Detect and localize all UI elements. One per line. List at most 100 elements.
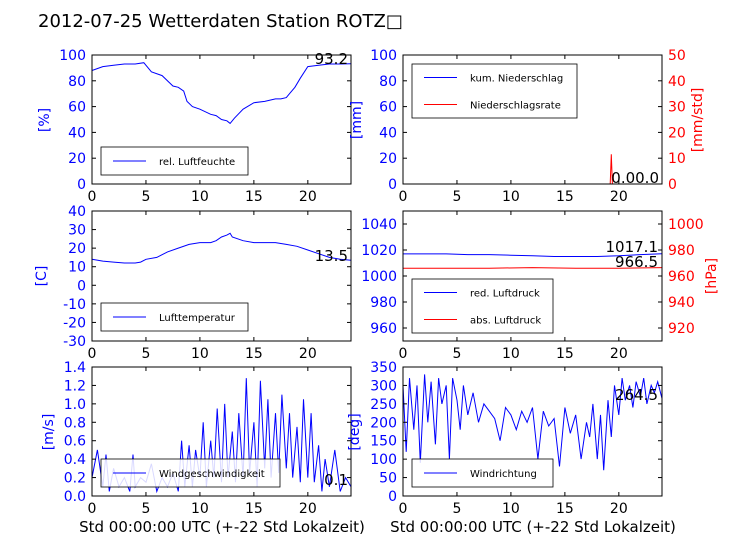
humidity-y-tick-label: 80 bbox=[68, 74, 86, 90]
wind_speed-y-tick-label: 1.4 bbox=[64, 360, 86, 376]
temperature-y-tick-label: -30 bbox=[63, 334, 86, 350]
humidity-x-tick-label: 10 bbox=[191, 189, 209, 205]
precipitation-y-tick-label: 0 bbox=[388, 177, 397, 193]
temperature-x-tick-label: 5 bbox=[141, 346, 150, 362]
precipitation-legend-label-0: kum. Niederschlag bbox=[470, 74, 563, 85]
humidity-y-tick-label: 20 bbox=[68, 151, 86, 167]
wind_speed-plot-frame bbox=[91, 366, 352, 497]
humidity-legend-label-0: rel. Luftfeuchte bbox=[159, 157, 235, 168]
temperature-plot-frame bbox=[91, 210, 352, 342]
wind_direction-y-tick-label: 200 bbox=[370, 415, 397, 431]
pressure-x-tick-label: 20 bbox=[610, 346, 628, 362]
wind_speed-x-tick-label: 20 bbox=[299, 501, 317, 517]
pressure-y2-tick-label: 980 bbox=[668, 243, 695, 259]
precipitation-y-tick-label: 40 bbox=[379, 125, 397, 141]
precipitation-y-tick-label: 60 bbox=[379, 100, 397, 116]
wind_speed-y-tick-label: 0.0 bbox=[64, 489, 86, 505]
precipitation-last-value-label: 0.00.0 bbox=[611, 169, 659, 187]
wind_direction-x-tick-label: 15 bbox=[556, 501, 574, 517]
pressure-y2-axis-label: [hPa] bbox=[704, 258, 720, 294]
wind_speed-y-tick-label: 1.2 bbox=[64, 378, 86, 394]
pressure-chart: 0 5 10 15 20 960 980 1000 1020 1040 920 940 960 980 10… bbox=[361, 210, 720, 362]
wind-direction-chart: 0 5 10 15 20050100150200250300350[deg]264.5W… bbox=[347, 360, 663, 517]
temperature-y-tick-label: 40 bbox=[68, 204, 86, 220]
humidity-x-tick-label: 15 bbox=[245, 189, 263, 205]
wind_speed-legend-label-0: Windgeschwindigkeit bbox=[159, 469, 265, 480]
wind_direction-y-tick-label: 100 bbox=[370, 452, 397, 468]
temperature-x-tick-label: 20 bbox=[299, 346, 317, 362]
pressure-series-1-line bbox=[403, 267, 663, 269]
wind_direction-plot-frame bbox=[402, 366, 663, 497]
pressure-y-tick-label: 1000 bbox=[361, 269, 397, 285]
wind_direction-y-tick-label: 350 bbox=[370, 360, 397, 376]
humidity-x-tick-label: 20 bbox=[299, 189, 317, 205]
humidity-y-tick-label: 100 bbox=[59, 48, 86, 64]
precipitation-x-tick-label: 0 bbox=[399, 189, 408, 205]
humidity-x-tick-label: 0 bbox=[88, 189, 97, 205]
pressure-series-0-line bbox=[403, 253, 663, 257]
wind_speed-x-tick-label: 15 bbox=[245, 501, 263, 517]
pressure-y2-tick-label: 960 bbox=[668, 269, 695, 285]
pressure-x-tick-label: 5 bbox=[452, 346, 461, 362]
wind-speed-chart: 0 5 10 15 20 0.0 0.2 0.4 0.6 0.8 1.0 1.2 1.4 [m/s] 0.1… bbox=[41, 360, 352, 517]
wind_speed-y-tick-label: 0.8 bbox=[64, 415, 86, 431]
wind_direction-series-0-line bbox=[402, 374, 663, 471]
wind_direction-y-tick-label: 250 bbox=[370, 397, 397, 413]
wind_direction-x-tick-label: 20 bbox=[610, 501, 628, 517]
humidity-plot-frame bbox=[91, 54, 352, 185]
wind_speed-y-tick-label: 0.4 bbox=[64, 452, 86, 468]
temperature-x-tick-label: 0 bbox=[88, 346, 97, 362]
pressure-legend-box bbox=[411, 278, 554, 334]
temperature-x-tick-label: 15 bbox=[245, 346, 263, 362]
temperature-y-tick-label: 0 bbox=[77, 278, 86, 294]
pressure-last-value-label: 1017.1 bbox=[606, 238, 659, 256]
wind_speed-y-tick-label: 0.6 bbox=[64, 434, 86, 450]
pressure-y2-tick-label: 1000 bbox=[668, 217, 704, 233]
wind_speed-x-tick-label: 10 bbox=[191, 501, 209, 517]
pressure-x-tick-label: 0 bbox=[399, 346, 408, 362]
precipitation-y-tick-label: 100 bbox=[370, 48, 397, 64]
precipitation-y2-tick-label: 10 bbox=[668, 151, 686, 167]
x-axis-label-left: Std 00:00:00 UTC (+-22 Std Lokalzeit) bbox=[79, 518, 365, 536]
temperature-legend-label-0: Lufttemperatur bbox=[159, 313, 236, 324]
wind_speed-y-axis-label: [m/s] bbox=[41, 414, 57, 451]
humidity-last-value-label: 93.2 bbox=[315, 50, 348, 68]
wind_speed-y-tick-label: 0.2 bbox=[64, 471, 86, 487]
humidity-chart: 0 5 10 15 20 0 20 40 60 80 100 [%] 93.2 rel. Luftfeuc… bbox=[37, 48, 352, 205]
precipitation-y2-tick-label: 40 bbox=[668, 74, 686, 90]
pressure-x-tick-label: 15 bbox=[556, 346, 574, 362]
precipitation-legend-box bbox=[411, 63, 578, 119]
pressure-last-value-label: 966.5 bbox=[615, 253, 658, 271]
precipitation-y2-tick-label: 20 bbox=[668, 125, 686, 141]
precipitation-y-tick-label: 80 bbox=[379, 74, 397, 90]
precipitation-y2-tick-label: 0 bbox=[668, 177, 677, 193]
humidity-series-0-line bbox=[91, 62, 352, 125]
precipitation-plot-frame bbox=[402, 54, 663, 185]
precipitation-y-tick-label: 20 bbox=[379, 151, 397, 167]
wind_speed-last-value-label: 0.1 bbox=[324, 471, 348, 489]
precipitation-x-tick-label: 15 bbox=[556, 189, 574, 205]
temperature-y-axis-label: [C] bbox=[34, 266, 50, 287]
temperature-y-tick-label: 20 bbox=[68, 241, 86, 257]
pressure-y-tick-label: 1020 bbox=[361, 243, 397, 259]
wind_direction-x-tick-label: 0 bbox=[399, 501, 408, 517]
precipitation-legend-label-1: Niederschlagsrate bbox=[470, 101, 561, 112]
wind_direction-legend-label-0: Windrichtung bbox=[470, 469, 537, 480]
temperature-y-tick-label: 30 bbox=[68, 223, 86, 239]
pressure-legend-label-0: red. Luftdruck bbox=[470, 289, 540, 300]
humidity-y-tick-label: 0 bbox=[77, 177, 86, 193]
precipitation-y2-tick-label: 30 bbox=[668, 100, 686, 116]
temperature-series-0-line bbox=[91, 232, 352, 264]
pressure-x-tick-label: 10 bbox=[502, 346, 520, 362]
pressure-y2-tick-label: 940 bbox=[668, 295, 695, 311]
wind_direction-x-tick-label: 5 bbox=[452, 501, 461, 517]
figure-title: 2012-07-25 Wetterdaten Station ROTZ□ bbox=[38, 11, 403, 32]
precipitation-y2-axis-label: [mm/std] bbox=[690, 88, 706, 153]
temperature-y-tick-label: -10 bbox=[63, 297, 86, 313]
precipitation-y-axis-label: [mm] bbox=[349, 101, 365, 139]
precipitation-chart: 0 5 10 15 20 0 20 40 60 80 100 0 10 20 30 40 50 [mm] [mm/s… bbox=[349, 48, 706, 205]
wind_speed-y-tick-label: 1.0 bbox=[64, 397, 86, 413]
precipitation-x-tick-label: 20 bbox=[610, 189, 628, 205]
wind_direction-y-axis-label: [deg] bbox=[347, 413, 363, 450]
